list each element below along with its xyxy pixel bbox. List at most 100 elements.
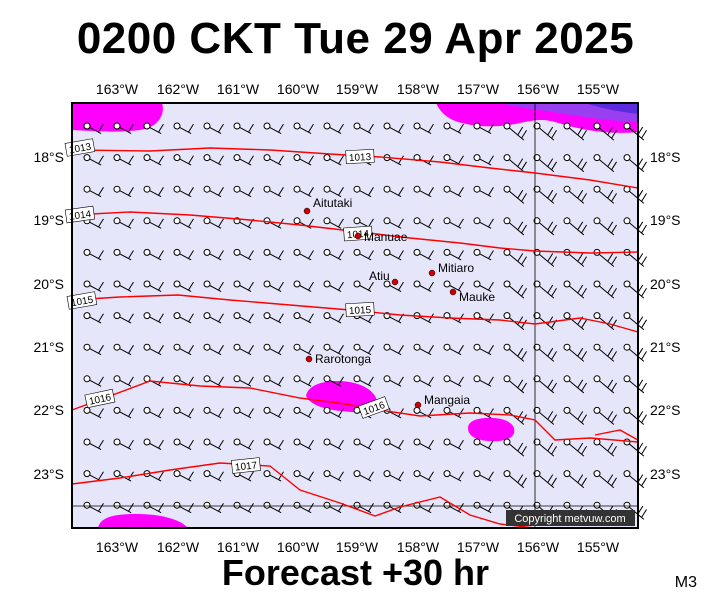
wind-barb	[173, 470, 194, 482]
isobar-label: 1017	[231, 457, 261, 474]
lon-label-bottom: 157°W	[457, 539, 500, 555]
wind-barb	[593, 375, 617, 394]
wind-barb	[383, 470, 404, 482]
wind-barb	[383, 248, 404, 261]
wind-barb	[323, 406, 344, 419]
wind-barb	[113, 375, 134, 387]
wind-barb	[473, 185, 494, 198]
wind-barb	[593, 438, 617, 457]
isobar-1014	[71, 211, 639, 254]
wind-barb	[263, 122, 284, 134]
wind-barb	[263, 406, 284, 419]
lat-label-left: 22°S	[33, 402, 64, 418]
wind-barb	[293, 248, 314, 261]
lat-label-left: 20°S	[33, 276, 64, 292]
wind-barb	[263, 375, 284, 387]
wind-barb	[113, 501, 134, 514]
wind-barb	[113, 248, 134, 261]
svg-text:1013: 1013	[68, 142, 92, 157]
wind-barb	[353, 280, 374, 292]
wind-barb	[563, 217, 587, 236]
isobar-label: 1015	[345, 301, 375, 317]
map-title: 0200 CKT Tue 29 Apr 2025	[76, 14, 635, 63]
wind-barb	[203, 217, 224, 229]
wind-barb	[113, 312, 134, 324]
wind-barb	[353, 501, 374, 514]
wind-barb	[353, 122, 374, 134]
wind-barb	[83, 185, 104, 198]
wind-barb	[293, 375, 314, 387]
wind-barb	[293, 280, 314, 292]
wind-barb	[143, 501, 164, 514]
wind-barb	[443, 217, 464, 229]
forecast-label: Forecast +30 hr	[221, 552, 490, 593]
model-code: M3	[674, 574, 697, 591]
wind-barb	[83, 248, 104, 261]
wind-barb	[263, 501, 284, 514]
wind-barb	[83, 343, 104, 356]
wind-barb	[293, 154, 314, 166]
wind-barb	[503, 470, 527, 489]
wind-barb	[593, 280, 617, 299]
wind-barb	[503, 406, 527, 425]
wind-barb	[323, 217, 344, 229]
wind-barb	[293, 343, 314, 356]
wind-barb	[83, 501, 104, 514]
wind-barb	[293, 470, 314, 482]
place-label: Aitutaki	[313, 196, 352, 210]
isobar-1015	[71, 294, 639, 333]
wind-barb	[503, 154, 527, 173]
lon-label-top: 159°W	[336, 81, 379, 97]
svg-text:1017: 1017	[234, 460, 258, 473]
place-dot	[449, 288, 457, 296]
place-dot	[303, 207, 311, 215]
wind-barb	[203, 470, 224, 482]
wind-barb	[233, 406, 254, 419]
wind-barbs	[83, 122, 647, 520]
wind-barb	[503, 185, 527, 204]
wind-barb	[563, 280, 587, 299]
wind-barb	[143, 185, 164, 198]
svg-text:1015: 1015	[349, 305, 372, 317]
wind-barb	[443, 438, 464, 450]
place-label: Mangaia	[424, 393, 470, 407]
wind-barb	[623, 470, 647, 489]
lon-label-bottom: 163°W	[96, 539, 139, 555]
wind-barb	[113, 280, 134, 292]
isobar-1013	[71, 147, 639, 189]
wind-barb	[443, 312, 464, 324]
wind-barb	[113, 217, 134, 229]
wind-barb	[413, 375, 434, 387]
lat-label-left: 21°S	[33, 339, 64, 355]
wind-barb	[593, 406, 617, 425]
wind-barb	[563, 470, 587, 489]
wind-barb	[353, 470, 374, 482]
wind-barb	[443, 343, 464, 356]
wind-barb	[563, 343, 587, 362]
wind-barb	[473, 375, 494, 387]
wind-barb	[263, 185, 284, 198]
wind-barb	[413, 185, 434, 198]
lon-label-top: 155°W	[577, 81, 620, 97]
wind-barb	[383, 217, 404, 229]
wind-barb	[503, 312, 527, 331]
wind-barb	[623, 248, 647, 267]
wind-barb	[83, 375, 104, 387]
wind-barb	[113, 185, 134, 198]
lon-label-bottom: 155°W	[577, 539, 620, 555]
wind-barb	[593, 248, 617, 267]
wind-barb	[593, 122, 617, 141]
wind-barb	[503, 280, 527, 299]
wind-barb	[143, 248, 164, 261]
wind-barb	[233, 248, 254, 261]
wind-barb	[413, 122, 434, 134]
rain-area-south-central	[468, 417, 515, 442]
wind-barb	[503, 438, 527, 457]
wind-barb	[293, 406, 314, 419]
place-dot	[354, 232, 362, 240]
wind-barb	[473, 248, 494, 261]
wind-barb	[533, 406, 557, 425]
wind-barb	[533, 343, 557, 362]
place-dot	[391, 278, 399, 286]
wind-barb	[383, 122, 404, 134]
